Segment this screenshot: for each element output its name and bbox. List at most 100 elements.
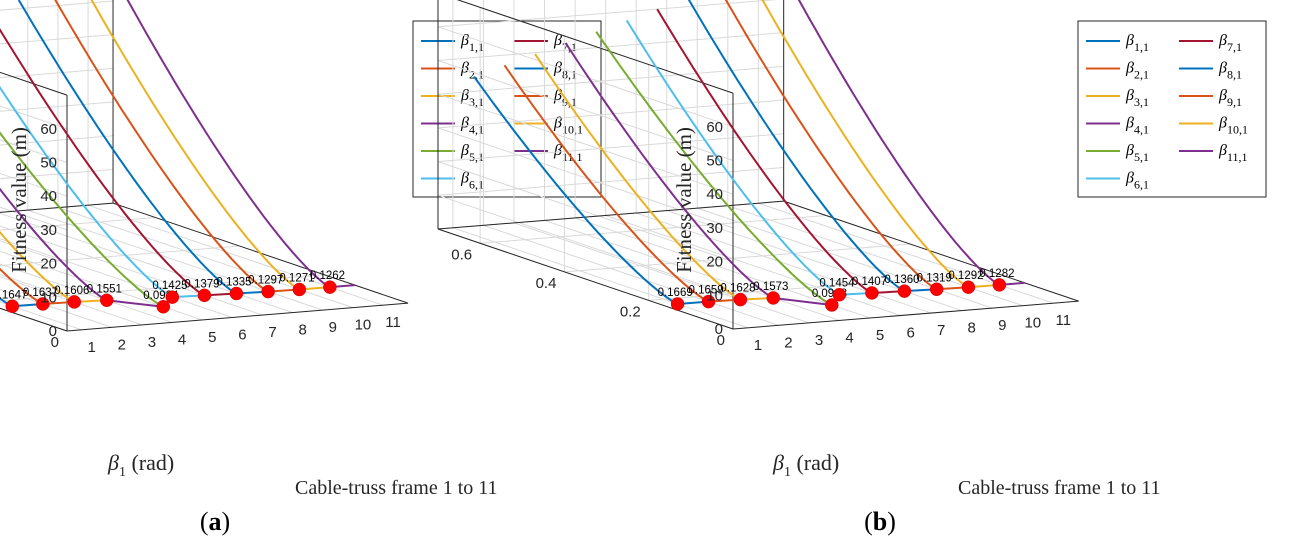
gridline [437,161,734,263]
optimum-point [865,286,879,300]
z-tick-label: 0 [715,321,723,338]
gridline [0,0,114,11]
legend-label: β1,1 [1125,32,1149,54]
series-line-3-1 [0,230,75,303]
legend-item: β9,1 [1179,87,1242,109]
series-line-3-1 [534,53,741,301]
series-line-8-1 [17,0,237,295]
box-edge [437,200,784,230]
y-axis-label: β1 (rad) [772,450,839,480]
panel-b: 0.16690.16590.16280.15730.09080.14540.14… [437,0,1267,536]
legend-box [1077,20,1267,198]
x-tick-label: 1 [88,339,96,356]
x-tick-label: 7 [268,324,276,341]
x-axis-line [66,302,409,332]
gridline [0,168,114,180]
series-line-6-1 [625,19,840,296]
optimum-label: 0.1282 [979,268,1014,280]
gridline [437,32,784,61]
panel-label: (a) [200,507,230,536]
series-lines [0,0,331,308]
optimum-label: 0.1271 [279,273,314,285]
gridline [0,67,114,79]
box-edge [456,0,734,94]
optimum-label: 0.1425 [152,280,187,292]
gridline [437,0,777,28]
optimum-markers: 0.16690.16590.16280.15730.09080.14540.14… [658,268,1015,312]
y-tick-label: 0.4 [536,275,557,292]
optimum-point [323,280,337,294]
series-line-2-1 [0,267,44,305]
gridline [0,216,156,231]
x-axis-label: Cable-truss frame 1 to 11 [295,477,498,499]
legend-item: β8,1 [1179,60,1242,82]
optimum-point [197,288,212,303]
gridline [480,214,826,244]
x-tick-label: 5 [876,327,884,344]
optimum-label: 0.1551 [87,283,122,295]
z-tick-label: 60 [40,121,57,138]
optimum-label: 0.1454 [819,278,855,290]
optimum-point [156,300,171,314]
optimum-point [766,291,780,305]
optimum-label: 0.1659 [689,285,724,297]
gridline [452,227,749,329]
legend: β1,1 β2,1 β3,1 β4,1 β5,1 β6,1 β7,1 β8,1 β9,1 β10,… [1077,20,1267,198]
panel-label: (b) [864,507,896,536]
optimum-point [67,295,82,309]
y-axis-line [0,307,68,332]
legend-item: β6,1 [1086,170,1149,192]
legend-item: β8,1 [514,60,577,82]
series-line-8-1 [687,0,905,293]
box-edge [0,202,114,213]
legend-item: β10,1 [514,115,583,137]
gridline [437,127,734,229]
optimum-point [832,287,847,302]
x-tick-label: 10 [1024,315,1041,332]
optimum-point [825,298,839,312]
gridline [437,60,734,161]
optimum-label: 0.1647 [0,289,27,301]
y-tick-label: 0 [717,332,725,349]
legend-label: β9,1 [1218,87,1242,109]
legend-label: β8,1 [1218,60,1242,82]
optimum-label: 0.1379 [184,278,219,290]
gridline [437,133,784,163]
gridline [437,166,784,196]
gridline [0,274,68,298]
legend-label: β4,1 [1125,115,1149,137]
z-tick-label: 20 [706,254,723,271]
x-tick-label: 6 [238,327,246,344]
z-tick-label: 60 [706,119,723,136]
gridline [666,210,962,312]
gridline [0,276,143,326]
x-tick-label: 2 [784,334,792,351]
optimum-segment [773,296,832,306]
optimum-point [261,284,275,299]
optimum-point [292,282,307,297]
z-tick-label: 30 [706,220,723,237]
legend-item: β4,1 [1086,115,1149,137]
legend-label: β3,1 [1125,87,1149,109]
gridline [437,194,734,296]
x-tick-label: 9 [998,317,1006,334]
gridline [697,207,993,309]
optimum-label: 0.1606 [54,285,89,297]
legend-item: β3,1 [1086,87,1149,109]
x-axis-line [732,300,1079,330]
x-tick-label: 11 [385,314,401,331]
gridline [0,238,233,318]
series-line-2-1 [503,64,710,303]
optimum-label: 0.1628 [720,283,755,295]
gridline [0,240,68,265]
gridline [0,135,114,146]
optimum-point [897,284,912,298]
series-line-7-1 [656,8,873,294]
series-line-9-1 [54,0,269,293]
box-edge [0,71,68,96]
optimum-point [5,299,20,314]
legend-label: β8,1 [553,60,577,82]
